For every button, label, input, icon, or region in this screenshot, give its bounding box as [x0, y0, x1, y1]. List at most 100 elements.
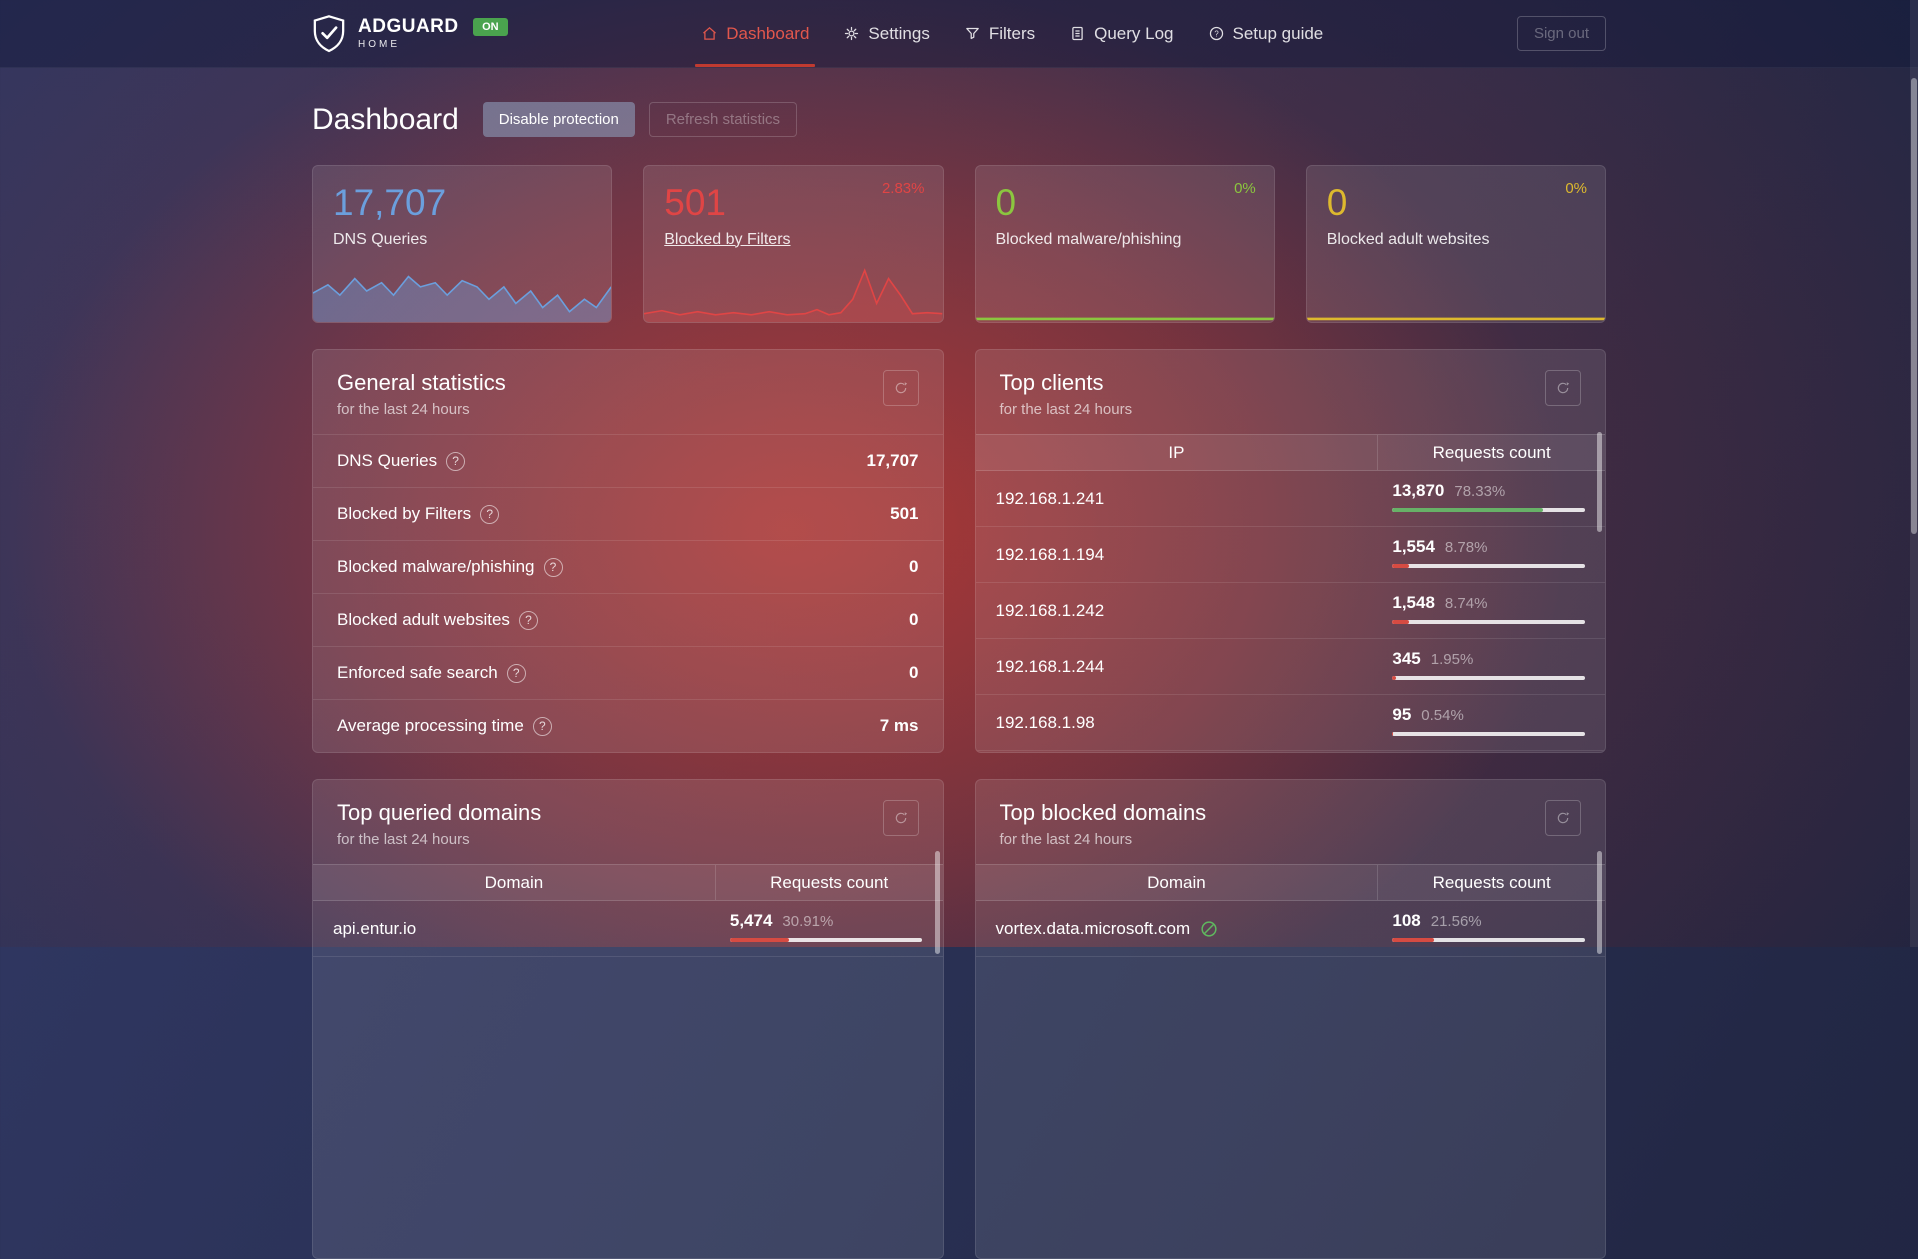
nav-setup-guide[interactable]: ? Setup guide — [1208, 0, 1324, 67]
table-header: Domain Requests count — [976, 864, 1606, 901]
client-row: 192.168.1.241 13,870 78.33% — [976, 471, 1606, 527]
stat-card-blocked-malware: 0 0% Blocked malware/phishing — [975, 165, 1275, 323]
requests-count: 13,870 — [1392, 481, 1444, 501]
requests-percent: 21.56% — [1431, 913, 1482, 930]
requests-bar — [1392, 508, 1585, 512]
stat-row-label: DNS Queries — [337, 451, 437, 471]
help-icon[interactable]: ? — [507, 664, 526, 683]
stat-row: Enforced safe search? 0 — [313, 646, 943, 699]
stat-row: Blocked by Filters? 501 — [313, 487, 943, 540]
panel-subtitle: for the last 24 hours — [337, 831, 541, 848]
card-scrollbar-thumb[interactable] — [935, 851, 940, 954]
client-ip[interactable]: 192.168.1.242 — [976, 601, 1379, 621]
disable-protection-button[interactable]: Disable protection — [483, 102, 635, 137]
sparkline-area — [313, 277, 611, 322]
top-queried-rows: api.entur.io 5,474 30.91% — [313, 901, 943, 957]
domain-name[interactable]: api.entur.io — [313, 919, 716, 939]
svg-text:?: ? — [1214, 29, 1219, 38]
dashboard-page: Dashboard Disable protection Refresh sta… — [312, 102, 1606, 1259]
stat-row: Average processing time? 7 ms — [313, 699, 943, 752]
help-icon[interactable]: ? — [446, 452, 465, 471]
requests-percent: 0.54% — [1421, 707, 1464, 724]
requests-percent: 30.91% — [782, 913, 833, 930]
refresh-icon — [1555, 810, 1571, 826]
requests-count: 5,474 — [730, 911, 773, 931]
stat-row: Blocked adult websites? 0 — [313, 593, 943, 646]
panel-subtitle: for the last 24 hours — [1000, 401, 1133, 418]
nav-settings[interactable]: Settings — [843, 0, 929, 67]
page-header: Dashboard Disable protection Refresh sta… — [312, 102, 1606, 137]
requests-bar — [1392, 564, 1585, 568]
stat-row-value: 7 ms — [880, 716, 919, 736]
stat-row-label: Average processing time — [337, 716, 524, 736]
general-statistics-rows: DNS Queries? 17,707 Blocked by Filters? … — [313, 434, 943, 752]
client-ip[interactable]: 192.168.1.241 — [976, 489, 1379, 509]
adguard-home-logo[interactable]: ADGUARD ON HOME — [312, 14, 508, 54]
help-icon[interactable]: ? — [480, 505, 499, 524]
stat-value: 0 — [996, 182, 1254, 225]
client-ip[interactable]: 192.168.1.194 — [976, 545, 1379, 565]
card-scrollbar-thumb[interactable] — [1597, 851, 1602, 954]
nav-label: Settings — [868, 24, 929, 44]
domain-row: vortex.data.microsoft.com 108 21.56% — [976, 901, 1606, 957]
refresh-button[interactable] — [883, 800, 919, 836]
stat-row-label: Enforced safe search — [337, 663, 498, 683]
requests-count: 1,548 — [1392, 593, 1435, 613]
stat-label: DNS Queries — [333, 231, 427, 249]
refresh-button[interactable] — [1545, 370, 1581, 406]
column-header-domain: Domain — [313, 865, 716, 900]
panel-subtitle: for the last 24 hours — [1000, 831, 1207, 848]
stat-row-label: Blocked by Filters — [337, 504, 471, 524]
dashboard-icon — [701, 25, 718, 42]
requests-bar-fill — [730, 938, 790, 942]
panel-title: General statistics — [337, 370, 506, 396]
domain-name[interactable]: vortex.data.microsoft.com — [996, 919, 1191, 939]
brand-name: ADGUARD — [358, 16, 459, 37]
requests-percent: 8.74% — [1445, 595, 1488, 612]
stat-value: 17,707 — [333, 182, 591, 225]
table-header: Domain Requests count — [313, 864, 943, 901]
bottom-panels: Top queried domains for the last 24 hour… — [312, 779, 1606, 1259]
shield-logo-icon — [312, 14, 346, 54]
general-statistics-card: General statistics for the last 24 hours… — [312, 349, 944, 753]
page-scrollbar-thumb[interactable] — [1911, 78, 1917, 534]
nav-query-log[interactable]: Query Log — [1069, 0, 1173, 67]
active-nav-underline — [695, 64, 815, 67]
requests-count: 1,554 — [1392, 537, 1435, 557]
requests-bar — [1392, 676, 1585, 680]
help-icon[interactable]: ? — [533, 717, 552, 736]
stat-row-value: 0 — [909, 557, 918, 577]
stat-percent: 0% — [1234, 180, 1256, 197]
refresh-button[interactable] — [883, 370, 919, 406]
requests-bar — [730, 938, 923, 942]
stat-card-dns-queries: 17,707 DNS Queries — [312, 165, 612, 323]
card-scrollbar-thumb[interactable] — [1597, 432, 1602, 532]
refresh-button[interactable] — [1545, 800, 1581, 836]
page-scrollbar[interactable] — [1910, 0, 1918, 947]
blocked-by-filters-link[interactable]: Blocked by Filters — [664, 231, 790, 249]
requests-count: 95 — [1392, 705, 1411, 725]
funnel-icon — [964, 25, 981, 42]
nav-filters[interactable]: Filters — [964, 0, 1035, 67]
stat-row: Blocked malware/phishing? 0 — [313, 540, 943, 593]
stat-percent: 2.83% — [882, 180, 925, 197]
refresh-icon — [893, 810, 909, 826]
requests-count: 108 — [1392, 911, 1420, 931]
client-ip[interactable]: 192.168.1.244 — [976, 657, 1379, 677]
requests-percent: 8.78% — [1445, 539, 1488, 556]
top-blocked-rows: vortex.data.microsoft.com 108 21.56% — [976, 901, 1606, 957]
help-icon[interactable]: ? — [544, 558, 563, 577]
refresh-icon — [893, 380, 909, 396]
refresh-statistics-button[interactable]: Refresh statistics — [649, 102, 797, 137]
help-icon[interactable]: ? — [519, 611, 538, 630]
sign-out-button[interactable]: Sign out — [1517, 16, 1606, 51]
main-nav: Dashboard Settings Filters — [508, 0, 1517, 67]
nav-label: Setup guide — [1233, 24, 1324, 44]
requests-bar-fill — [1392, 938, 1434, 942]
question-circle-icon: ? — [1208, 25, 1225, 42]
client-ip[interactable]: 192.168.1.98 — [976, 713, 1379, 733]
middle-panels: General statistics for the last 24 hours… — [312, 349, 1606, 753]
nav-dashboard[interactable]: Dashboard — [701, 0, 809, 67]
brand-text: ADGUARD ON HOME — [358, 17, 508, 51]
client-row: 192.168.1.98 95 0.54% — [976, 695, 1606, 751]
